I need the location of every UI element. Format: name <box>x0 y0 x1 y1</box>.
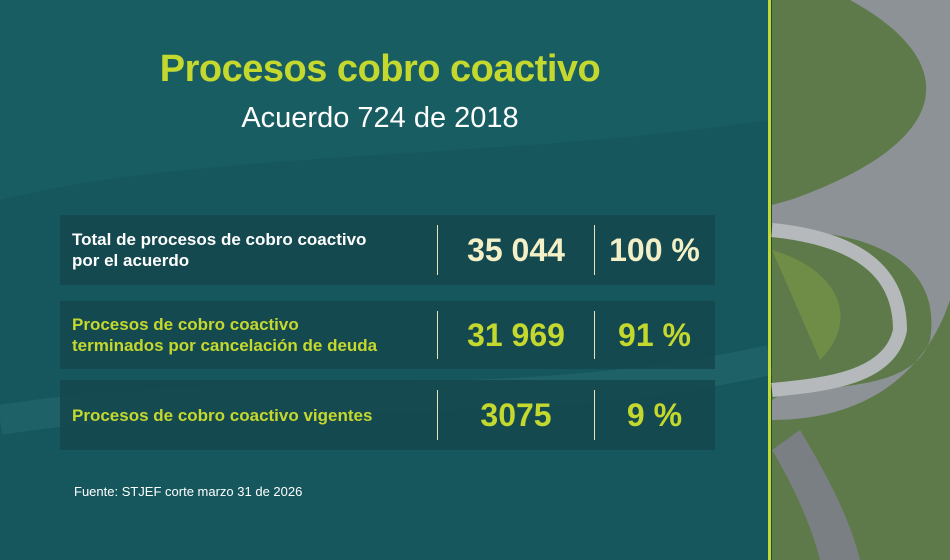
row-count: 3075 <box>480 396 552 433</box>
table-row: Procesos de cobro coactivo vigentes 3075 9… <box>60 380 715 450</box>
label-line: Total de procesos de cobro coactivo <box>72 230 367 249</box>
separator <box>437 225 438 275</box>
row-percent: 100 % <box>609 231 700 268</box>
separator <box>594 225 595 275</box>
separator <box>437 390 438 440</box>
row-label: Total de procesos de cobro coactivo por e… <box>72 215 366 285</box>
label-line: terminados por cancelación de deuda <box>72 336 378 355</box>
table-row: Total de procesos de cobro coactivo por e… <box>60 215 715 285</box>
separator <box>594 311 595 359</box>
label-line: Procesos de cobro coactivo vigentes <box>72 405 373 425</box>
label-line: Procesos de cobro coactivo <box>72 315 299 334</box>
row-percent: 9 % <box>626 396 683 433</box>
row-label: Procesos de cobro coactivo terminados por… <box>72 301 377 369</box>
row-percent: 91 % <box>618 316 691 353</box>
row-count: 31 969 <box>467 316 565 353</box>
row-count: 35 044 <box>467 231 565 268</box>
subtitle: Acuerdo 724 de 2018 <box>241 102 519 134</box>
separator <box>594 390 595 440</box>
separator <box>437 311 438 359</box>
label-line: por el acuerdo <box>72 251 190 270</box>
row-label: Procesos de cobro coactivo vigentes <box>72 380 372 450</box>
title: Procesos cobro coactivo <box>159 48 601 90</box>
table-row: Procesos de cobro coactivo terminados por… <box>60 301 715 369</box>
source: Fuente: STJEF corte marzo 31 de 2026 <box>74 484 303 499</box>
